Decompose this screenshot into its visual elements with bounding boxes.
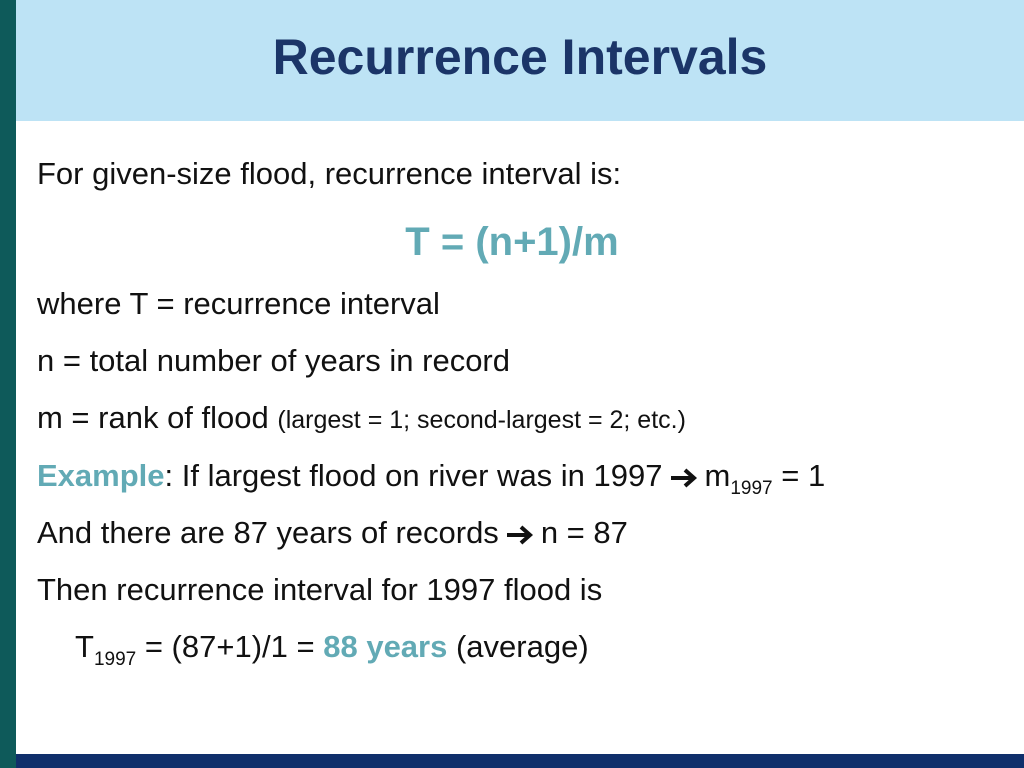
records-line: And there are 87 years of records n = 87 — [37, 515, 628, 551]
subscript: 1997 — [730, 478, 773, 499]
text: : If largest flood on river was in 1997 — [164, 458, 663, 493]
intro-line: For given-size flood, recurrence interva… — [37, 156, 622, 191]
note: (largest = 1; second-largest = 2; etc.) — [277, 406, 686, 434]
footer-band — [16, 754, 1024, 768]
text: m = rank of flood — [37, 400, 269, 435]
arrow-icon — [506, 525, 533, 545]
header-band — [16, 0, 1024, 121]
where-n: n = total number of years in record — [37, 343, 510, 378]
then-line: Then recurrence interval for 1997 flood … — [37, 572, 603, 607]
where-m: m = rank of flood (largest = 1; second-l… — [37, 400, 686, 436]
label: Example — [37, 458, 165, 493]
text: = (87+1)/1 = — [144, 629, 315, 664]
arrow-icon — [670, 468, 697, 488]
symbol: m — [704, 458, 731, 493]
subscript: 1997 — [93, 649, 137, 670]
slide-title: Recurrence Intervals — [272, 29, 768, 85]
text: = 1 — [781, 458, 826, 493]
result-line: T1997 = (87+1)/1 = 88 years (average) — [75, 629, 589, 669]
side-bar — [0, 0, 16, 768]
example-line: Example: If largest flood on river was i… — [37, 458, 826, 498]
text: n = 87 — [540, 515, 628, 550]
formula: T = (n+1)/m — [405, 220, 619, 264]
where-t: where T = recurrence interval — [37, 286, 440, 321]
highlight: 88 years — [323, 629, 448, 664]
note: (average) — [455, 629, 589, 664]
symbol: T — [75, 629, 94, 664]
text: And there are 87 years of records — [37, 515, 499, 550]
